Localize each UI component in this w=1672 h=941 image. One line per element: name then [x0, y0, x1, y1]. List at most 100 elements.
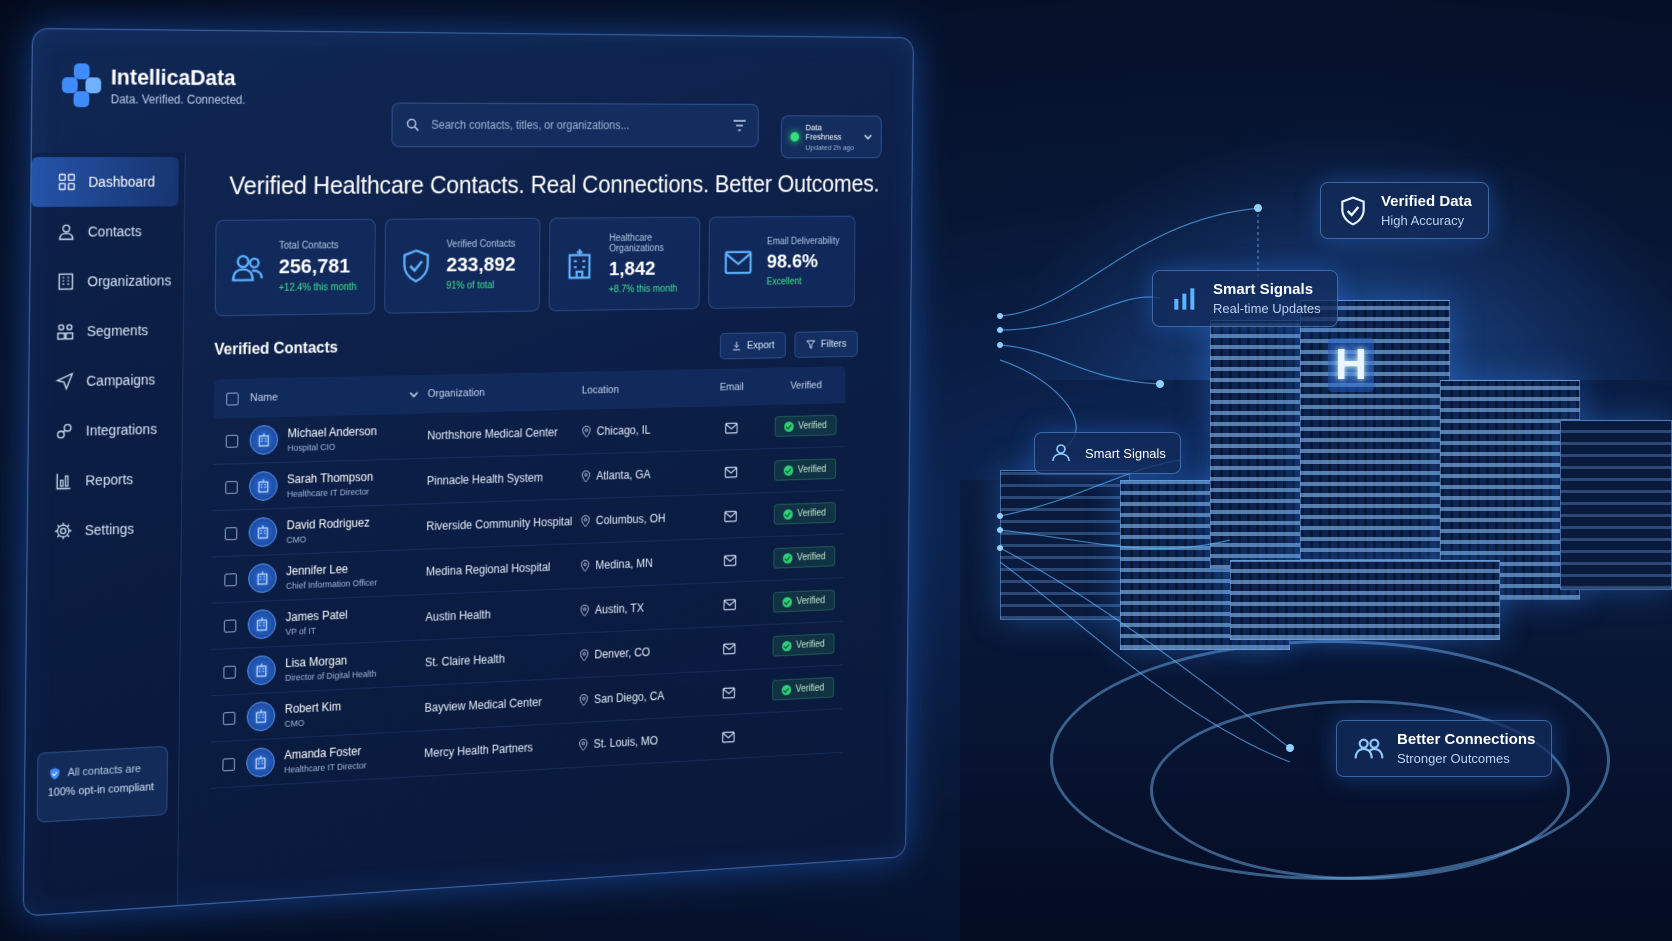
bar-chart-icon — [1169, 283, 1201, 315]
sidebar-item-contacts[interactable]: Contacts — [31, 206, 185, 257]
search-icon — [405, 117, 420, 132]
contact-organization: Northshore Medical Center — [427, 425, 581, 442]
contact-title: Hospital CIO — [287, 440, 376, 452]
mail-icon[interactable] — [724, 466, 738, 479]
avatar — [249, 471, 278, 501]
location-pin-icon — [580, 559, 590, 572]
hospital-icon — [254, 662, 269, 678]
column-header-email[interactable]: Email — [697, 381, 767, 394]
search-bar — [391, 103, 758, 148]
sidebar-item-label: Campaigns — [86, 372, 155, 389]
contact-title: CMO — [286, 532, 369, 545]
mail-icon[interactable] — [723, 598, 737, 611]
contact-organization: Riverside Community Hospital — [426, 514, 580, 533]
contact-title: Healthcare IT Director — [284, 760, 366, 774]
row-checkbox[interactable] — [225, 434, 238, 447]
sidebar-item-settings[interactable]: Settings — [28, 502, 182, 557]
check-circle-icon — [784, 509, 794, 520]
card-subtitle: Stronger Outcomes — [1397, 751, 1535, 766]
stats-row: Total Contacts 256,781 +12.4% this month… — [215, 216, 856, 317]
top-bar: IntellicaData Data. Verified. Connected.… — [32, 29, 913, 159]
contact-name[interactable]: Michael Anderson — [287, 424, 376, 440]
row-checkbox[interactable] — [224, 527, 237, 540]
stat-card-verified-contacts: Verified Contacts 233,892 91% of total — [384, 218, 540, 314]
contact-location: Columbus, OH — [596, 512, 666, 528]
stat-value: 256,781 — [279, 255, 357, 279]
compliance-badge: All contacts are 100% opt-in compliant — [37, 746, 168, 823]
status-badge: Verified — [773, 633, 834, 656]
building-icon — [56, 272, 76, 292]
contact-name[interactable]: Robert Kim — [285, 699, 342, 716]
contacts-table: Name Organization Location Email Verifie… — [210, 366, 846, 789]
card-subtitle: High Accuracy — [1381, 213, 1472, 228]
chevron-down-icon — [409, 391, 418, 399]
status-label: Verified — [798, 420, 827, 431]
sidebar-item-segments[interactable]: Segments — [30, 305, 184, 357]
row-checkbox[interactable] — [222, 711, 235, 724]
row-checkbox[interactable] — [222, 757, 235, 770]
contact-title: Chief Information Officer — [286, 577, 377, 590]
send-icon — [55, 371, 75, 391]
user-signal-icon — [1049, 441, 1073, 465]
table-title: Verified Contacts — [214, 340, 338, 360]
avatar — [249, 425, 278, 455]
sidebar-item-organizations[interactable]: Organizations — [30, 256, 184, 307]
mail-icon[interactable] — [722, 686, 736, 699]
hospital-icon — [253, 708, 268, 724]
location-pin-icon — [581, 470, 591, 483]
stat-value: 233,892 — [446, 253, 515, 277]
mail-icon[interactable] — [724, 510, 738, 523]
contact-name[interactable]: Sarah Thompson — [287, 470, 373, 486]
logo-mark-icon — [62, 63, 102, 107]
report-icon — [54, 471, 74, 492]
contact-organization: Mercy Health Partners — [424, 738, 578, 760]
status-label: Verified — [796, 683, 825, 695]
column-header-name[interactable]: Name — [250, 388, 428, 404]
contact-name[interactable]: Jennifer Lee — [286, 561, 377, 578]
sidebar-item-campaigns[interactable]: Campaigns — [29, 354, 183, 407]
contact-name[interactable]: Lisa Morgan — [285, 652, 376, 670]
table-body: Michael Anderson Hospital CIO Northshore M… — [210, 403, 845, 788]
contact-location: Chicago, IL — [597, 423, 651, 438]
data-freshness-dropdown[interactable]: Data Freshness Updated 2h ago — [781, 115, 882, 158]
sidebar-item-dashboard[interactable]: Dashboard — [31, 157, 179, 207]
column-header-verified[interactable]: Verified — [766, 379, 845, 392]
card-title: Smart Signals — [1085, 446, 1166, 461]
card-smart-signals-2: Smart Signals — [1034, 432, 1181, 474]
stat-card-email-deliverability: Email Deliverability 98.6% Excellent — [708, 216, 855, 309]
row-checkbox[interactable] — [223, 665, 236, 678]
row-checkbox[interactable] — [225, 480, 238, 493]
contact-name[interactable]: James Patel — [286, 607, 348, 623]
row-checkbox[interactable] — [223, 619, 236, 632]
filters-button[interactable]: Filters — [794, 331, 857, 358]
mail-icon[interactable] — [722, 642, 736, 655]
mail-icon[interactable] — [721, 730, 735, 743]
hospital-icon — [255, 570, 270, 586]
contact-location: San Diego, CA — [594, 689, 665, 706]
hospital-icon — [562, 246, 596, 283]
row-checkbox[interactable] — [224, 573, 237, 586]
status-label: Verified — [798, 464, 827, 475]
select-all-checkbox[interactable] — [226, 392, 239, 405]
status-badge: Verified — [774, 502, 835, 525]
status-badge: Verified — [772, 677, 833, 701]
mail-icon[interactable] — [724, 421, 738, 434]
contact-name[interactable]: David Rodriguez — [287, 515, 370, 531]
contact-name[interactable]: Amanda Foster — [284, 743, 367, 761]
sidebar-item-reports[interactable]: Reports — [28, 453, 182, 507]
sidebar-item-integrations[interactable]: Integrations — [29, 404, 183, 458]
stat-delta: +8.7% this month — [609, 283, 687, 294]
segments-icon — [55, 321, 75, 341]
filter-lines-icon[interactable] — [733, 119, 747, 132]
search-input[interactable] — [431, 118, 746, 132]
grid-icon — [57, 172, 77, 192]
column-label: Name — [250, 392, 278, 404]
mail-icon[interactable] — [723, 554, 737, 567]
status-badge: Verified — [775, 415, 836, 437]
export-button[interactable]: Export — [720, 332, 786, 359]
gear-icon — [53, 521, 73, 542]
logo[interactable]: IntellicaData Data. Verified. Connected. — [62, 63, 246, 108]
column-header-location[interactable]: Location — [582, 382, 697, 396]
column-header-organization[interactable]: Organization — [428, 385, 582, 400]
contact-organization: Austin Health — [425, 604, 579, 624]
